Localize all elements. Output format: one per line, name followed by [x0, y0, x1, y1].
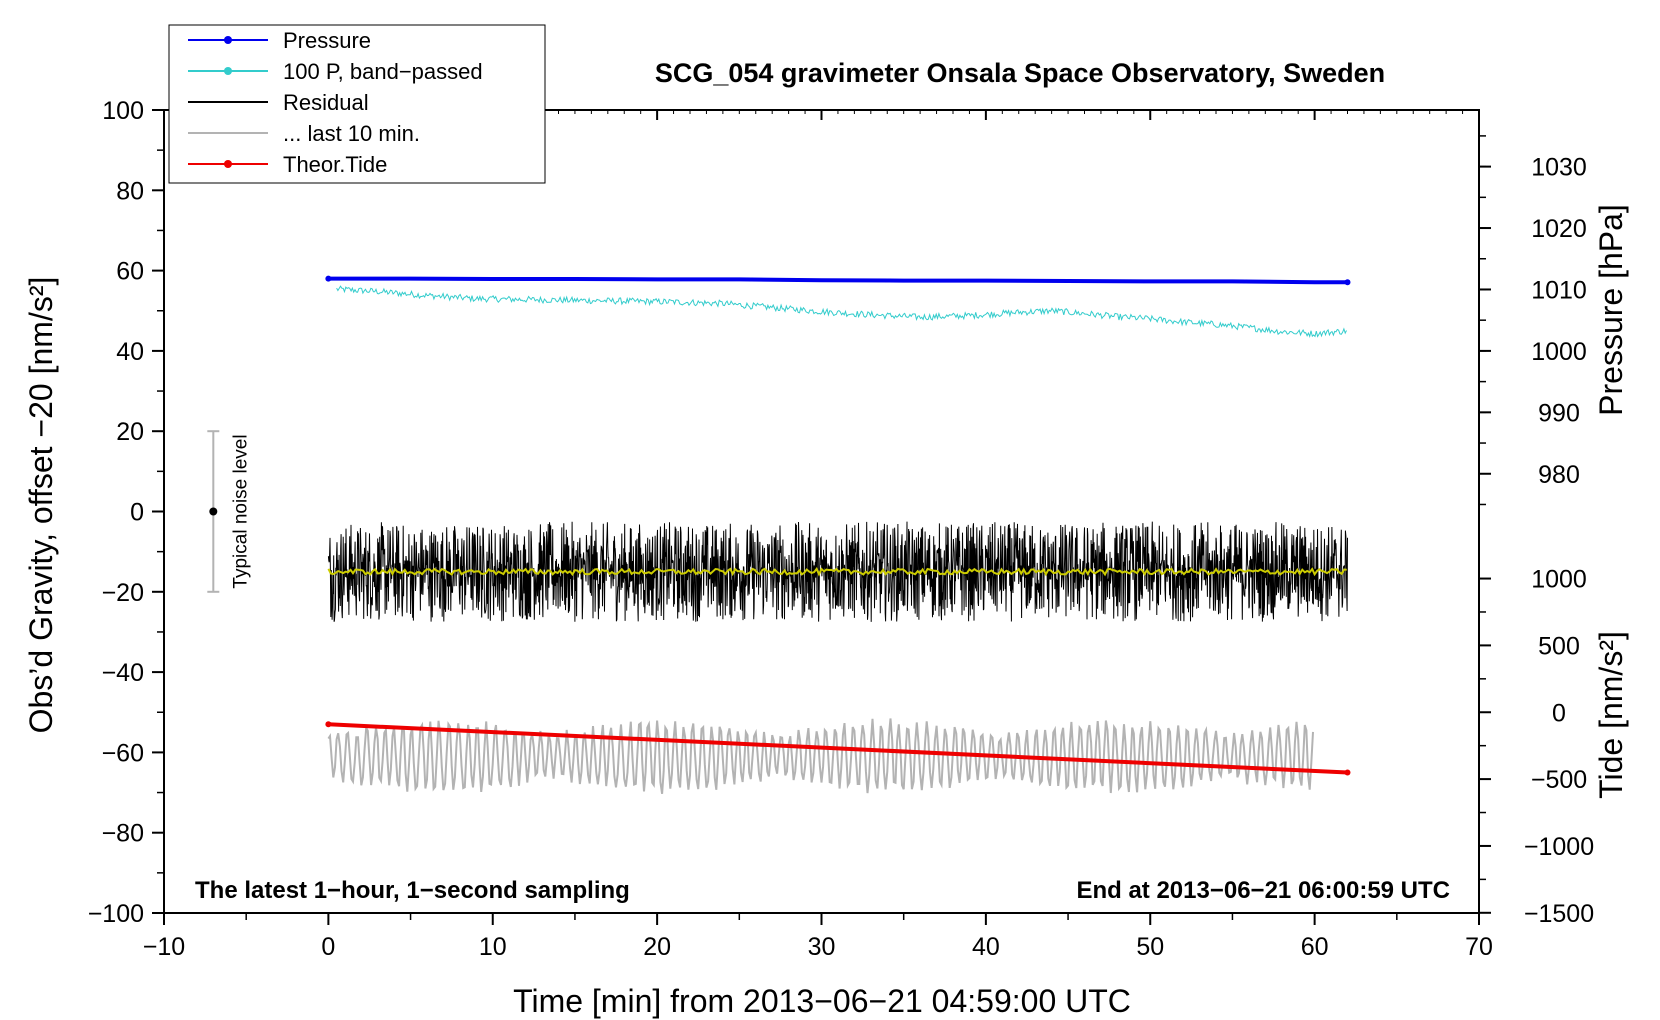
y-axis-title-left: Obs’d Gravity, offset −20 [nm/s²] [23, 277, 59, 734]
tide-tick-label: −1000 [1524, 833, 1594, 861]
legend-marker [224, 160, 232, 168]
tide-tick-label: 0 [1552, 699, 1566, 727]
legend: Pressure 100 P, band−passed Residual ... la… [168, 24, 546, 184]
x-tick-label: 10 [479, 933, 507, 961]
y-tick-label-left: −100 [88, 900, 144, 928]
tide-tick-label: −500 [1531, 766, 1587, 794]
y-tick-label-left: 40 [116, 338, 144, 366]
tide-tick-label: 500 [1538, 632, 1580, 660]
y-tick-label-left: 100 [102, 97, 144, 125]
legend-label: Residual [283, 90, 369, 115]
y-tick-label-left: −20 [102, 579, 144, 607]
y-tick-label-left: −80 [102, 820, 144, 848]
annotation-sampling: The latest 1−hour, 1−second sampling [195, 877, 630, 904]
last-10-min-line [327, 718, 1314, 794]
legend-items: Pressure 100 P, band−passed Residual ... la… [188, 28, 483, 177]
noise-bar-center-dot [209, 507, 218, 516]
series-layer [325, 275, 1351, 794]
x-tick-label: 50 [1136, 933, 1164, 961]
noise-bar-label: Typical noise level [230, 434, 251, 588]
theoretical-tide-line [328, 722, 1348, 775]
axis-layer: −10 0 10 20 30 40 50 60 70100806040200−20−40−60−… [88, 97, 1594, 961]
y-axis-title-tide: Tide [nm/s²] [1593, 631, 1629, 799]
noise-level-indicator: Typical noise level [207, 430, 251, 593]
y-tick-label-left: 60 [116, 258, 144, 286]
x-tick-label: 70 [1465, 933, 1493, 961]
y-tick-label-left: 20 [116, 418, 144, 446]
residual-smoothed-line [327, 566, 1347, 577]
tide-tick-label: −1500 [1524, 900, 1594, 928]
x-tick-label: 60 [1301, 933, 1329, 961]
tide-tick-label: 1000 [1531, 566, 1587, 594]
pressure-tick-label: 1000 [1531, 338, 1587, 366]
x-tick-label: 0 [321, 933, 335, 961]
pressure-tick-label: 1010 [1531, 276, 1587, 304]
pressure-tick-label: 980 [1538, 461, 1580, 489]
tide-start-point [325, 721, 332, 728]
y-tick-label-left: 0 [130, 499, 144, 527]
legend-marker [224, 36, 232, 44]
legend-label: Pressure [283, 28, 371, 53]
pressure-tick-label: 1030 [1531, 154, 1587, 182]
legend-marker [224, 67, 232, 75]
x-axis-title: Time [min] from 2013−06−21 04:59:00 UTC [513, 983, 1131, 1019]
residual-line [327, 521, 1348, 622]
legend-box [168, 24, 546, 184]
tide-end-point [1344, 769, 1351, 776]
pressure-tick-label: 1020 [1531, 215, 1587, 243]
annotation-end-time: End at 2013−06−21 06:00:59 UTC [1076, 877, 1450, 904]
legend-label: 100 P, band−passed [283, 59, 483, 84]
y-tick-label-left: −40 [102, 659, 144, 687]
y-tick-label-left: −60 [102, 739, 144, 767]
x-tick-label: 30 [808, 933, 836, 961]
legend-label: ... last 10 min. [283, 121, 420, 146]
pressure-end-point [1344, 279, 1351, 286]
pressure-tick-label: 990 [1538, 399, 1580, 427]
bandpassed-pressure-line [336, 285, 1347, 338]
y-tick-label-left: 80 [116, 177, 144, 205]
pressure-start-point [325, 275, 332, 282]
y-axis-title-pressure: Pressure [hPa] [1593, 204, 1629, 416]
legend-label: Theor.Tide [283, 152, 387, 177]
chart-title: SCG_054 gravimeter Onsala Space Observat… [655, 58, 1385, 88]
x-tick-label: 40 [972, 933, 1000, 961]
x-tick-label: 20 [643, 933, 671, 961]
pressure-line [328, 276, 1348, 285]
x-tick-label: −10 [143, 933, 185, 961]
